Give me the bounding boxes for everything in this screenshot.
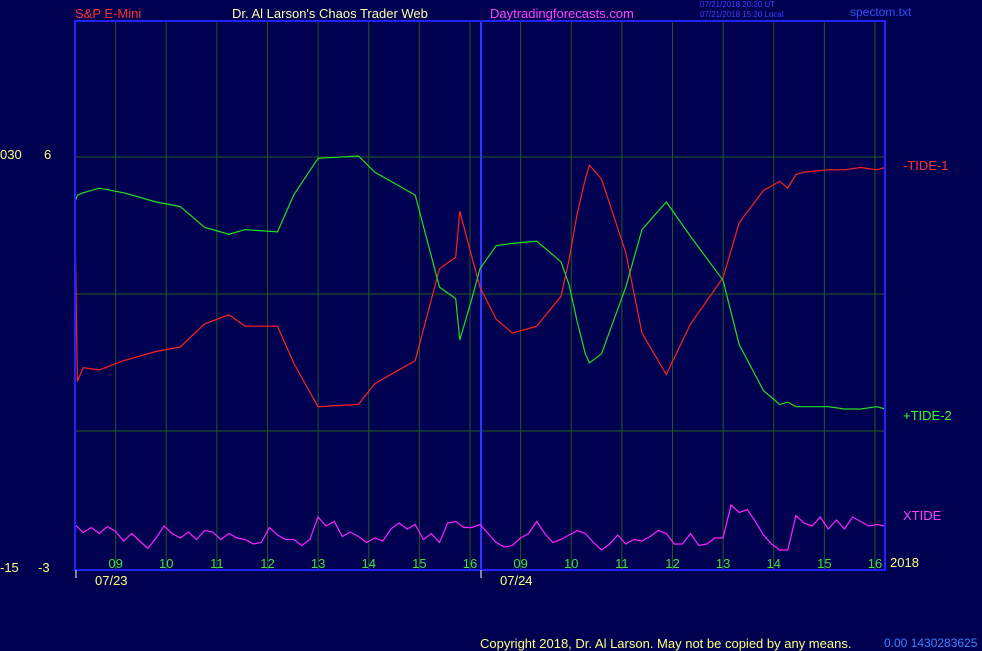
x-tick-label-1: 10 — [159, 556, 173, 571]
x-tick-label-10: 11 — [615, 556, 629, 571]
x-tick-label-2: 11 — [210, 556, 224, 571]
timestamp-local: 07/21/2018 15:20 Local — [700, 10, 784, 19]
x-tick-label-9: 10 — [564, 556, 578, 571]
legend-tide-2: +TIDE-2 — [903, 408, 952, 423]
chart-title: Dr. Al Larson's Chaos Trader Web — [232, 6, 428, 21]
chart-grid — [75, 21, 885, 570]
series-line-tide-1 — [74, 163, 886, 408]
x-tick-label-13: 14 — [767, 556, 781, 571]
timestamp-ut: 07/21/2018 20:20 UT — [700, 0, 776, 9]
site-link[interactable]: Daytradingforecasts.com — [490, 6, 634, 21]
left-axis-bottom-inner: -3 — [38, 560, 50, 575]
x-tick-label-0: 09 — [108, 556, 122, 571]
series-line-tide-2 — [74, 155, 886, 410]
file-label: spectom.txt — [850, 5, 912, 19]
plot-frame — [74, 20, 886, 571]
x-tick-label-11: 12 — [665, 556, 679, 571]
footer-code: 0.00 1430283625 — [884, 636, 978, 650]
x-tick-label-14: 15 — [817, 556, 831, 571]
x-tick-label-5: 14 — [362, 556, 376, 571]
copyright: Copyright 2018, Dr. Al Larson. May not b… — [480, 636, 852, 651]
date-label-2: 07/24 — [500, 573, 533, 588]
x-tick-label-8: 09 — [513, 556, 527, 571]
legend-xtide: XTIDE — [903, 508, 942, 523]
left-axis-bottom-outer: -15 — [0, 560, 19, 575]
x-tick-label-4: 13 — [311, 556, 325, 571]
date-label-1: 07/23 — [95, 573, 128, 588]
series-line-xtide — [74, 503, 886, 551]
x-tick-label-6: 15 — [412, 556, 426, 571]
symbol-label: S&P E-Mini — [75, 6, 142, 21]
left-axis-top-inner: 6 — [44, 147, 52, 162]
left-axis-top-outer: 030 — [0, 147, 22, 162]
x-axis-ticks: 09 10 11 12 13 14 15 16 09 10 11 12 13 14 15 16 — [75, 556, 882, 578]
x-tick-label-3: 12 — [260, 556, 274, 571]
chart-lines — [74, 155, 886, 551]
x-tick-label-12: 13 — [716, 556, 730, 571]
x-tick-label-15: 16 — [868, 556, 882, 571]
legend-tide-1: -TIDE-1 — [903, 158, 949, 173]
x-tick-label-7: 16 — [463, 556, 477, 571]
year-label: 2018 — [890, 555, 919, 570]
